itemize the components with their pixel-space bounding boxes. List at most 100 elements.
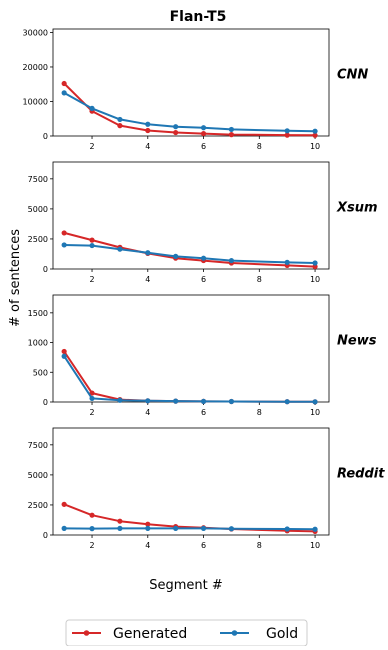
- y-tick-label: 2500: [28, 501, 48, 510]
- data-point-gold: [284, 259, 290, 265]
- data-point-generated: [312, 263, 318, 270]
- x-tick-label: 6: [201, 275, 206, 284]
- data-point-gold: [61, 353, 67, 359]
- legend-label-gold: Gold: [266, 626, 298, 642]
- panel-frame: [52, 294, 330, 403]
- data-point-gold: [200, 255, 207, 261]
- x-tick-label: 8: [257, 142, 262, 151]
- series-line-gold: [64, 527, 316, 531]
- y-axis-label: # of sentences: [8, 229, 23, 327]
- x-tick-label: 4: [145, 408, 150, 417]
- data-point-gold: [117, 397, 123, 403]
- data-point-gold: [61, 90, 67, 96]
- data-point-gold: [228, 398, 235, 405]
- x-tick-label: 10: [310, 408, 320, 417]
- data-point-generated: [145, 127, 151, 134]
- series-line-generated: [63, 350, 316, 403]
- data-point-gold: [145, 398, 151, 404]
- data-point-generated: [117, 518, 123, 524]
- series-line-gold: [63, 92, 316, 133]
- data-point-generated: [89, 237, 95, 243]
- data-point-gold: [200, 398, 207, 405]
- data-point-gold: [228, 526, 235, 532]
- data-point-generated: [61, 501, 67, 507]
- data-point-gold: [284, 526, 290, 532]
- y-tick-label: 500: [33, 368, 48, 377]
- data-point-gold: [89, 395, 95, 402]
- data-point-gold: [61, 525, 67, 531]
- data-point-gold: [200, 525, 207, 531]
- x-tick-label: 2: [89, 275, 94, 284]
- y-tick-label: 7500: [28, 175, 48, 184]
- y-tick-label: 0: [43, 398, 48, 407]
- data-point-gold: [200, 125, 207, 131]
- data-point-gold: [173, 398, 179, 404]
- data-point-gold: [228, 257, 235, 264]
- x-tick-label: 6: [201, 541, 206, 550]
- data-point-generated: [228, 132, 235, 138]
- data-point-gold: [173, 525, 179, 531]
- y-tick-label: 0: [43, 531, 48, 540]
- y-tick-label: 1000: [28, 339, 48, 348]
- data-point-generated: [61, 80, 67, 87]
- x-tick-label: 2: [89, 142, 94, 151]
- y-tick-label: 20000: [23, 63, 48, 72]
- panel-label-cnn: CNN: [337, 68, 368, 83]
- data-point-gold: [145, 250, 151, 256]
- data-point-generated: [61, 230, 67, 236]
- legend-marker-gold: [231, 630, 238, 636]
- x-tick-label: 8: [257, 275, 262, 284]
- data-point-generated: [89, 390, 95, 396]
- data-point-gold: [228, 126, 235, 133]
- data-point-generated: [312, 132, 318, 138]
- panel-reddit: 0 2500 5000 7500 2 4 6 8 10 Reddit: [28, 427, 385, 550]
- x-tick-label: 8: [257, 541, 262, 550]
- y-tick-label: 0: [43, 265, 48, 274]
- panel-frame: [52, 427, 330, 536]
- data-point-generated: [89, 512, 95, 518]
- data-point-generated: [173, 129, 179, 136]
- data-point-gold: [312, 128, 318, 134]
- panel-xsum: 0 2500 5000 7500 2 4 6 8 10 Xsum: [28, 161, 378, 284]
- panel-label-reddit: Reddit: [337, 467, 385, 482]
- x-tick-label: 10: [310, 541, 320, 550]
- x-tick-label: 2: [89, 408, 94, 417]
- y-tick-label: 5000: [28, 471, 48, 480]
- data-point-gold: [173, 253, 179, 259]
- data-point-generated: [145, 521, 151, 527]
- data-point-gold: [312, 399, 318, 405]
- data-point-gold: [61, 242, 67, 248]
- data-point-gold: [173, 124, 179, 130]
- y-tick-label: 10000: [23, 97, 48, 106]
- data-point-generated: [284, 132, 290, 138]
- x-tick-label: 10: [310, 275, 320, 284]
- data-point-gold: [117, 246, 123, 252]
- panel-news: 0 500 1000 1500 2 4 6 8 10 News: [28, 294, 377, 417]
- legend: Generated Gold: [65, 619, 308, 647]
- x-tick-label: 4: [145, 541, 150, 550]
- data-point-gold: [145, 525, 151, 531]
- data-point-gold: [117, 525, 123, 531]
- panel-frame: [52, 161, 330, 270]
- data-point-gold: [89, 526, 95, 532]
- data-point-gold: [312, 526, 318, 532]
- x-tick-label: 10: [310, 142, 320, 151]
- x-tick-label: 6: [201, 142, 206, 151]
- data-point-generated: [117, 123, 123, 129]
- legend-label-generated: Generated: [113, 626, 187, 642]
- panel-cnn: 0 10000 20000 30000 2 4 6 8 10 CNN: [23, 28, 369, 151]
- y-tick-label: 2500: [28, 235, 48, 244]
- y-tick-label: 0: [43, 132, 48, 141]
- y-tick-label: 7500: [28, 441, 48, 450]
- panel-frame: [52, 28, 330, 137]
- y-tick-label: 30000: [23, 28, 48, 37]
- x-tick-label: 8: [257, 408, 262, 417]
- series-line-generated: [63, 503, 316, 533]
- y-tick-label: 5000: [28, 205, 48, 214]
- y-tick-label: 1500: [28, 309, 48, 318]
- data-point-gold: [89, 105, 95, 111]
- panel-label-xsum: Xsum: [336, 201, 378, 216]
- legend-marker-generated: [83, 630, 90, 636]
